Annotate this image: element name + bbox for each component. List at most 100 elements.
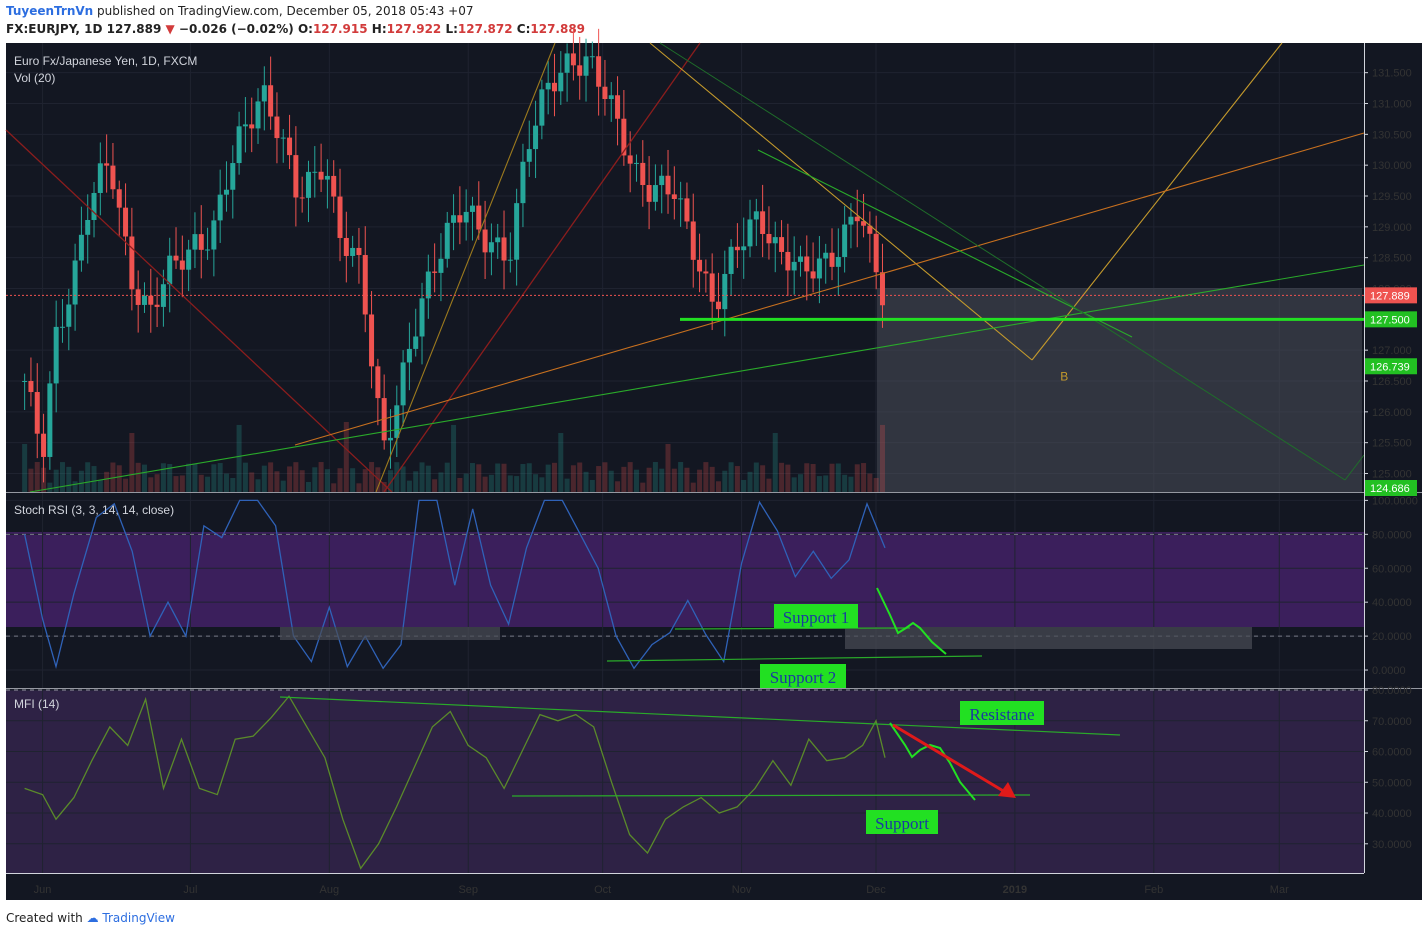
- candle-body: [810, 271, 816, 279]
- price-tag-box: [1365, 311, 1417, 328]
- volume-bar: [646, 467, 652, 492]
- mfi-down-arrow-line: [892, 723, 1011, 797]
- candle-body: [608, 95, 614, 100]
- stoch-rsi-tick-label: 40.0000: [1372, 597, 1412, 609]
- candle-body: [318, 171, 324, 180]
- volume-bar: [160, 463, 166, 492]
- candle-body: [570, 53, 576, 66]
- support-1-box: [774, 604, 858, 628]
- volume-bar: [791, 477, 797, 492]
- volume-bar: [173, 476, 179, 492]
- candle-body: [223, 189, 229, 195]
- candle-body: [753, 211, 759, 220]
- candle-body: [331, 175, 337, 197]
- volume-bar: [476, 464, 482, 492]
- candle-body: [179, 260, 185, 270]
- x-tick-label: Jun: [34, 884, 52, 896]
- candle-body: [249, 124, 255, 129]
- volume-bar: [545, 464, 551, 492]
- volume-bar: [198, 474, 204, 492]
- candle-body: [167, 255, 173, 285]
- candle-body: [520, 161, 526, 204]
- candle-body: [671, 194, 677, 200]
- candle-body: [173, 255, 179, 261]
- tradingview-logo-icon[interactable]: ☁: [86, 911, 99, 925]
- volume-bar: [507, 475, 513, 492]
- volume-bar: [558, 433, 564, 492]
- volume-bar: [551, 462, 557, 492]
- symbol-info: FX:EURJPY, 1D 127.889 ▼ −0.026 (−0.02%) …: [6, 22, 585, 36]
- candle-body: [545, 82, 551, 90]
- candle-body: [47, 383, 53, 457]
- volume-bar: [804, 463, 810, 492]
- candle-body: [848, 216, 854, 225]
- volume-bar: [135, 462, 141, 492]
- volume-bar: [362, 469, 368, 492]
- candle-body: [432, 271, 438, 273]
- volume-bar: [91, 466, 97, 492]
- volume-bar: [59, 462, 65, 492]
- volume-bar: [110, 462, 116, 492]
- volume-bar: [406, 480, 412, 492]
- candle-body: [804, 256, 810, 272]
- candle-body: [22, 381, 28, 382]
- candle-body: [97, 163, 103, 193]
- volume-bar: [375, 467, 381, 492]
- x-tick-label: Jul: [183, 884, 197, 896]
- x-tick-label: Nov: [732, 884, 752, 896]
- candle-body: [123, 207, 129, 237]
- candle-body: [41, 433, 47, 457]
- candle-body: [192, 234, 198, 250]
- x-tick-label: Feb: [1144, 884, 1163, 896]
- volume-bar: [526, 463, 532, 492]
- candle-body: [457, 215, 463, 223]
- volume-bar: [293, 462, 299, 492]
- open-label: O:: [297, 22, 313, 36]
- candle-body: [772, 237, 778, 244]
- price-tick-label: 130.000: [1372, 160, 1412, 172]
- price-tag-label: 127.889: [1370, 290, 1410, 302]
- candle-body: [198, 234, 204, 250]
- tradingview-brand[interactable]: TradingView: [102, 911, 175, 925]
- volume-bar: [324, 469, 330, 492]
- candle-body: [217, 194, 223, 221]
- price-tick-label: 128.500: [1372, 253, 1412, 265]
- volume-bar: [842, 474, 848, 492]
- candle-body: [665, 175, 671, 195]
- volume-bar: [419, 462, 425, 492]
- author-link[interactable]: TuyeenTrnVn: [6, 4, 94, 18]
- candle-body: [463, 211, 469, 223]
- candle-body: [652, 185, 658, 202]
- candle-body: [141, 295, 147, 305]
- volume-bar: [274, 471, 280, 492]
- volume-bar: [589, 479, 595, 492]
- mfi-tick-label: 30.0000: [1372, 839, 1412, 851]
- candle-body: [293, 155, 299, 198]
- volume-bar: [211, 464, 217, 492]
- candle-body: [823, 252, 829, 259]
- volume-bar: [287, 466, 293, 492]
- volume-bar: [760, 465, 766, 492]
- candle-body: [350, 247, 356, 256]
- volume-bar: [337, 468, 343, 492]
- volume-bar: [495, 463, 501, 492]
- volume-bar: [85, 462, 91, 492]
- price-tag-label: 124.686: [1370, 483, 1410, 495]
- candle-body: [482, 229, 488, 253]
- candle-body: [205, 249, 211, 251]
- volume-bar: [697, 469, 703, 492]
- candle-body: [280, 137, 286, 139]
- rsi-zone-box-1: [280, 627, 500, 640]
- candle-body: [28, 381, 34, 393]
- candle-body: [583, 56, 589, 76]
- candle-body: [703, 271, 709, 274]
- candle-body: [715, 301, 721, 310]
- support-1-line: [674, 627, 911, 630]
- volume-bar: [78, 470, 84, 492]
- price-tag-label: 126.739: [1370, 361, 1410, 373]
- volume-bar: [53, 469, 59, 492]
- price-tick-label: 126.000: [1372, 407, 1412, 419]
- trend-line-green-dark-tail: [1344, 454, 1365, 481]
- volume-bar: [141, 464, 147, 492]
